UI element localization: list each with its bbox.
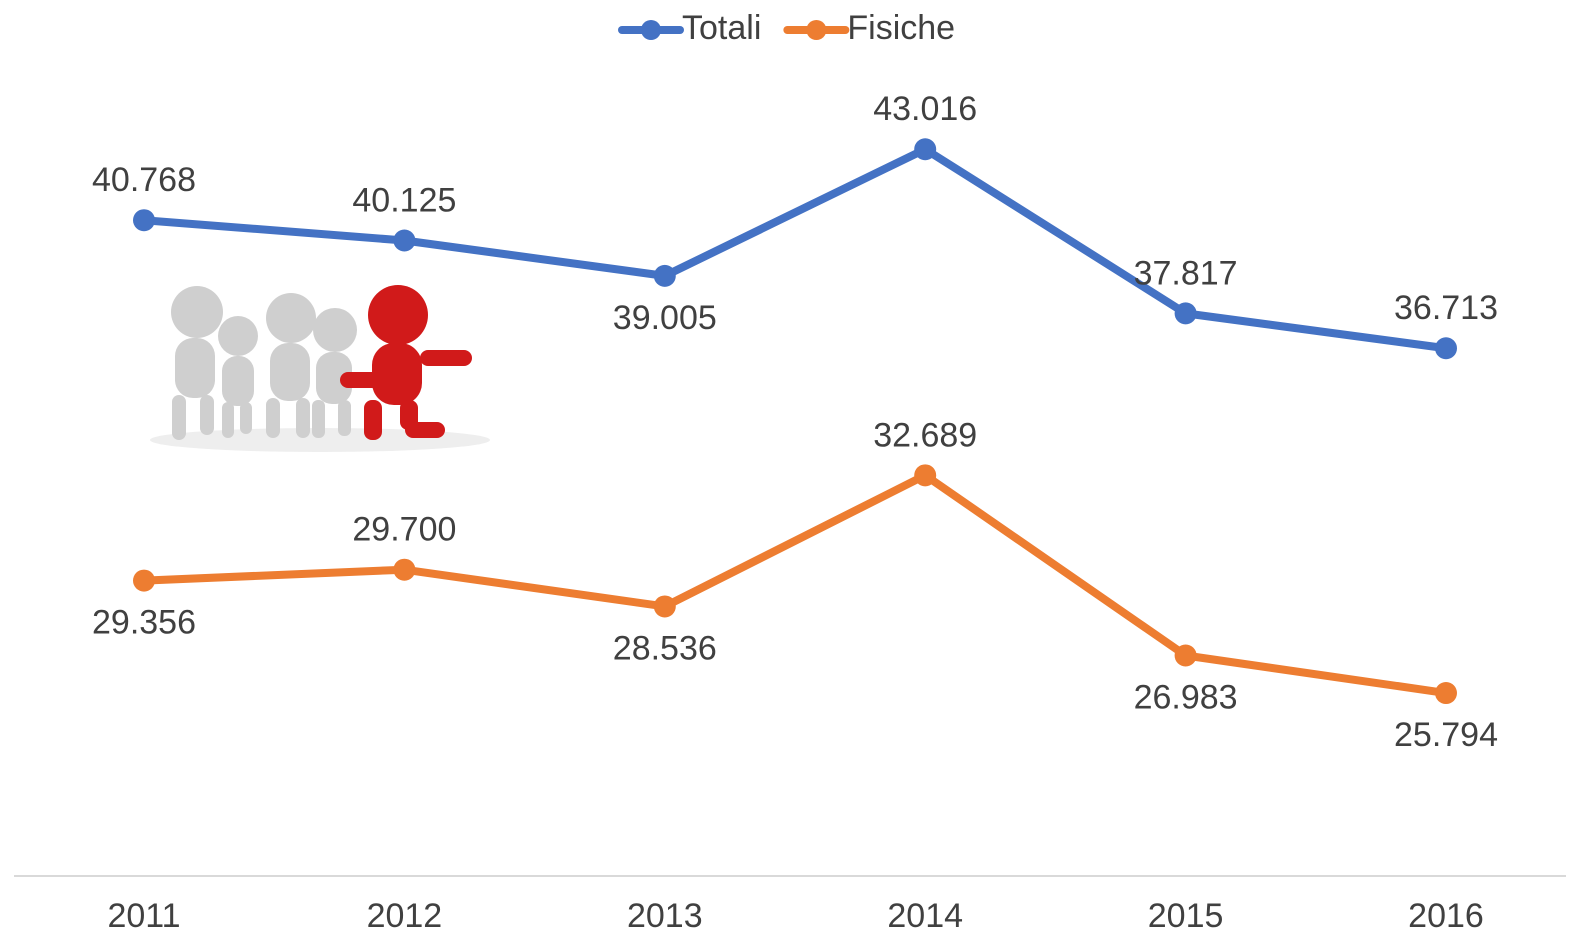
data-point [133, 570, 155, 592]
data-point [654, 265, 676, 287]
legend-label: Fisiche [847, 9, 955, 47]
data-point [1435, 682, 1457, 704]
data-point [1175, 644, 1197, 666]
legend-label: Totali [682, 9, 761, 47]
data-label: 29.356 [92, 604, 196, 642]
series-line [144, 475, 1446, 693]
x-tick-label: 2012 [367, 897, 443, 935]
data-point [393, 230, 415, 252]
data-point [914, 138, 936, 160]
x-tick-label: 2014 [887, 897, 963, 935]
x-tick-label: 2016 [1408, 897, 1484, 935]
data-label: 25.794 [1394, 716, 1498, 754]
x-tick-label: 2013 [627, 897, 703, 935]
data-point [133, 209, 155, 231]
data-label: 37.817 [1134, 254, 1238, 292]
data-point [654, 595, 676, 617]
legend-marker [641, 20, 661, 40]
data-label: 36.713 [1394, 289, 1498, 327]
chart: 2011 2012 2013 2014 2015 2016 Totali Fisiche 40.… [0, 0, 1584, 949]
data-label: 32.689 [873, 416, 977, 454]
runners-illustration [150, 285, 490, 452]
data-point [393, 559, 415, 581]
data-label: 26.983 [1134, 678, 1238, 716]
data-label: 29.700 [352, 511, 456, 549]
data-point [1435, 337, 1457, 359]
data-label: 43.016 [873, 90, 977, 128]
legend-marker [806, 20, 826, 40]
data-label: 39.005 [613, 299, 717, 337]
x-tick-label: 2015 [1148, 897, 1224, 935]
data-label: 28.536 [613, 629, 717, 667]
x-tick-label: 2011 [107, 897, 180, 935]
data-point [914, 464, 936, 486]
data-point [1175, 302, 1197, 324]
data-label: 40.768 [92, 161, 196, 199]
data-label: 40.125 [352, 181, 456, 219]
